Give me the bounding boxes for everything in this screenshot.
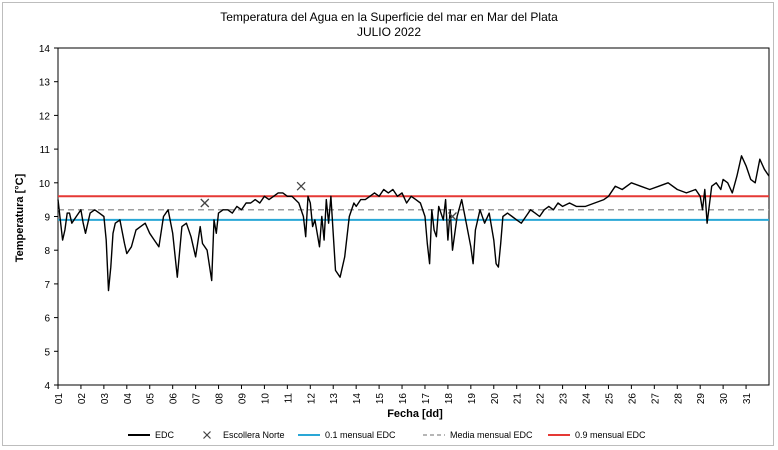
x-tick-label: 13 — [329, 393, 340, 405]
x-tick-label: 01 — [54, 393, 65, 405]
legend-item: Media mensual EDC — [423, 430, 533, 440]
x-tick-label: 15 — [375, 393, 386, 405]
x-tick-label: 26 — [627, 393, 638, 405]
x-tick-label: 18 — [444, 393, 455, 405]
x-axis-label: Fecha [dd] — [387, 408, 443, 420]
series-line-edc — [57, 155, 770, 292]
x-tick-label: 07 — [192, 393, 203, 405]
x-tick-label: 04 — [123, 393, 134, 405]
x-tick-label: 20 — [490, 393, 501, 405]
legend: EDC Escollera Norte 0.1 mensual EDC Media m… — [128, 430, 646, 440]
x-tick-label: 03 — [100, 393, 111, 405]
legend-item: 0.1 mensual EDC — [298, 430, 396, 440]
x-tick-label: 21 — [513, 393, 524, 405]
y-tick-label: 10 — [39, 179, 51, 190]
y-tick-label: 11 — [40, 145, 51, 156]
legend-label: Escollera Norte — [223, 430, 285, 440]
y-tick-label: 14 — [39, 44, 51, 55]
temperature-chart: Temperatura del Agua en la Superficie de… — [14, 10, 770, 440]
y-tick-label: 5 — [44, 347, 50, 358]
y-tick-label: 13 — [39, 78, 51, 89]
x-tick-label: 05 — [146, 393, 157, 405]
y-tick-label: 9 — [44, 213, 50, 224]
chart-subtitle: JULIO 2022 — [357, 25, 421, 39]
chart-frame: Temperatura del Agua en la Superficie de… — [2, 2, 774, 446]
x-tick-label: 22 — [536, 393, 547, 405]
legend-item: Escollera Norte — [203, 430, 285, 440]
x-tick-label: 12 — [306, 393, 317, 405]
x-tick-label: 17 — [421, 393, 432, 405]
x-tick-label: 06 — [169, 393, 180, 405]
x-tick-label: 02 — [77, 393, 88, 405]
legend-label: Media mensual EDC — [450, 430, 533, 440]
legend-item: 0.9 mensual EDC — [548, 430, 646, 440]
chart-title: Temperatura del Agua en la Superficie de… — [220, 10, 558, 24]
legend-label: EDC — [155, 430, 175, 440]
y-tick-label: 8 — [44, 246, 50, 257]
y-tick-label: 4 — [44, 381, 50, 392]
scatter-point-escollera — [448, 212, 457, 221]
x-tick-label: 31 — [742, 393, 753, 405]
x-tick-label: 29 — [696, 393, 707, 405]
x-tick-label: 08 — [215, 393, 226, 405]
x-tick-label: 27 — [650, 393, 661, 405]
x-tick-label: 30 — [719, 393, 730, 405]
x-tick-label: 16 — [398, 393, 409, 405]
x-tick-label: 23 — [559, 393, 570, 405]
y-axis-label: Temperatura [°C] — [14, 173, 26, 262]
x-tick-label: 14 — [352, 393, 363, 405]
x-tick-label: 09 — [237, 393, 248, 405]
legend-label: 0.1 mensual EDC — [325, 430, 396, 440]
legend-item: EDC — [128, 430, 175, 440]
legend-label: 0.9 mensual EDC — [575, 430, 646, 440]
x-tick-label: 24 — [582, 393, 593, 405]
plot-area — [57, 47, 770, 386]
y-tick-label: 12 — [39, 111, 51, 122]
y-tick-label: 7 — [44, 280, 50, 291]
x-tick-label: 19 — [467, 393, 478, 405]
x-tick-label: 25 — [604, 393, 615, 405]
y-tick-label: 6 — [44, 314, 50, 325]
x-tick-label: 11 — [283, 393, 294, 404]
x-tick-label: 10 — [260, 393, 271, 405]
scatter-point-escollera — [200, 198, 210, 208]
scatter-point-escollera — [296, 181, 306, 191]
x-tick-label: 28 — [673, 393, 684, 405]
